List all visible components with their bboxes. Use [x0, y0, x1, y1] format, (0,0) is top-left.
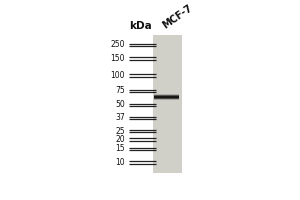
Text: 15: 15 — [115, 144, 125, 153]
Text: 100: 100 — [110, 71, 125, 80]
Bar — [154, 94, 179, 95]
Bar — [154, 97, 179, 98]
Bar — [153, 35, 182, 173]
Bar — [154, 98, 179, 99]
Text: MCF-7: MCF-7 — [161, 3, 194, 31]
Bar — [154, 94, 179, 95]
Bar — [154, 99, 179, 100]
Bar — [154, 95, 179, 96]
Bar — [154, 99, 179, 100]
Text: kDa: kDa — [130, 21, 152, 31]
Text: 250: 250 — [110, 40, 125, 49]
Bar — [154, 97, 179, 98]
Bar — [154, 96, 179, 97]
Bar — [154, 98, 179, 99]
Text: 50: 50 — [115, 100, 125, 109]
Bar — [154, 95, 179, 96]
Text: 150: 150 — [110, 54, 125, 63]
Text: 25: 25 — [115, 127, 125, 136]
Text: 10: 10 — [115, 158, 125, 167]
Text: 20: 20 — [115, 135, 125, 144]
Text: 75: 75 — [115, 86, 125, 95]
Bar — [154, 96, 179, 97]
Text: 37: 37 — [115, 113, 125, 122]
